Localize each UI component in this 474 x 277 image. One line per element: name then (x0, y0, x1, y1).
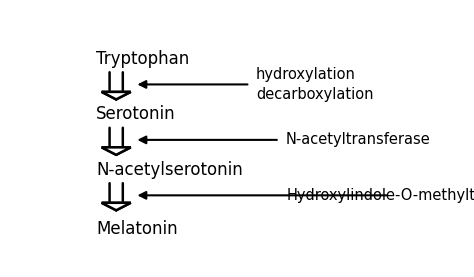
Text: Serotonin: Serotonin (96, 105, 175, 123)
Text: Melatonin: Melatonin (96, 220, 178, 238)
Text: hydroxylation
decarboxylation: hydroxylation decarboxylation (256, 67, 374, 102)
Polygon shape (101, 147, 131, 155)
Text: Tryptophan: Tryptophan (96, 50, 189, 68)
Text: N-acetyltransferase: N-acetyltransferase (285, 132, 430, 147)
Polygon shape (101, 92, 131, 99)
Text: N-acetylserotonin: N-acetylserotonin (96, 161, 243, 179)
Text: Hydroxylindole-O-methyltransferase: Hydroxylindole-O-methyltransferase (287, 188, 474, 203)
Polygon shape (101, 203, 131, 210)
